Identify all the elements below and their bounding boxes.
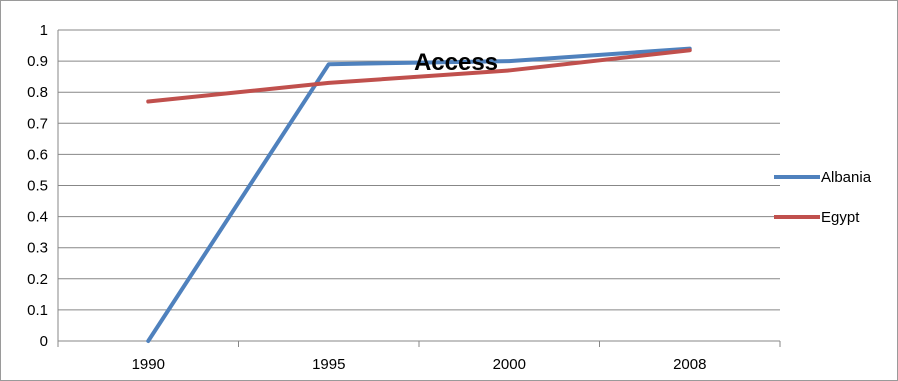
y-tick-label: 0 <box>40 333 48 350</box>
legend: Albania Egypt <box>774 169 872 226</box>
y-tick-label: 1 <box>40 22 48 39</box>
series-lines <box>146 46 692 343</box>
legend-label: Egypt <box>821 209 860 226</box>
y-tick-label: 0.8 <box>27 84 48 101</box>
y-tick-label: 0.2 <box>27 271 48 288</box>
y-tick-label: 0.3 <box>27 240 48 257</box>
y-tick-label: 0.6 <box>27 146 48 163</box>
y-tick-label: 0.1 <box>27 302 48 319</box>
y-tick-label: 0.9 <box>27 53 48 70</box>
chart-title: Access <box>414 49 498 76</box>
y-tick-label: 0.7 <box>27 115 48 132</box>
y-tick-label: 0.5 <box>27 178 48 195</box>
series-line-egypt <box>146 48 692 104</box>
x-tick-label: 1990 <box>132 356 165 373</box>
x-tick-label: 2008 <box>673 356 706 373</box>
series-line-albania <box>146 46 692 343</box>
y-tick-label: 0.4 <box>27 209 48 226</box>
axes: 0 0.1 0.2 0.3 0.4 0.5 0.6 0.7 0.8 0.9 1 1990 1995 200… <box>27 22 781 373</box>
legend-label: Albania <box>821 169 872 186</box>
x-tick-label: 1995 <box>312 356 345 373</box>
x-tick-label: 2000 <box>493 356 526 373</box>
